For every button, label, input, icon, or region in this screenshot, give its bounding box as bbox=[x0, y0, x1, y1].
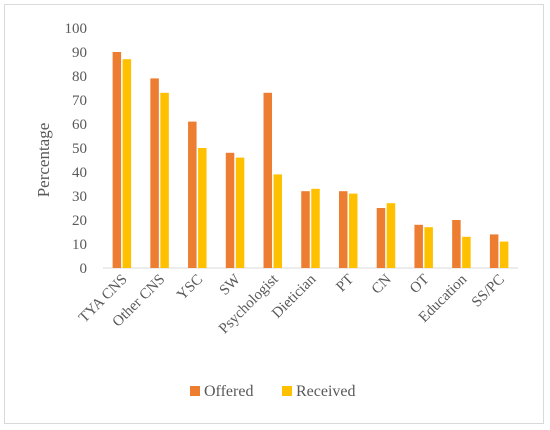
x-tick-label: YSC bbox=[174, 272, 206, 304]
y-tick-label: 70 bbox=[72, 93, 87, 109]
bar-offered-psychologist bbox=[263, 92, 273, 268]
y-tick-label: 80 bbox=[72, 69, 87, 85]
legend-swatch-offered bbox=[190, 386, 200, 396]
y-tick-label: 30 bbox=[72, 189, 87, 205]
legend-label-received: Received bbox=[296, 383, 356, 400]
bar-offered-dietician bbox=[301, 191, 310, 268]
y-tick-label: 0 bbox=[80, 261, 88, 277]
bar-offered-ysc bbox=[188, 121, 197, 268]
bar-received-pt bbox=[348, 193, 358, 268]
y-axis-ticks: 0 10 20 30 40 50 60 70 80 90 100 bbox=[65, 21, 88, 277]
bar-received-tya-cns bbox=[122, 59, 132, 269]
bar-offered-education bbox=[452, 220, 461, 268]
y-tick-label: 100 bbox=[65, 21, 88, 37]
y-axis-title: Percentage bbox=[34, 123, 53, 198]
bar-received-dietician bbox=[311, 188, 320, 268]
y-tick-label: 20 bbox=[72, 213, 87, 229]
x-tick-label: SW bbox=[217, 271, 245, 299]
x-tick-label: CN bbox=[369, 271, 395, 297]
y-tick-label: 40 bbox=[72, 165, 87, 181]
bar-received-education bbox=[462, 236, 471, 268]
x-tick-label: PT bbox=[333, 272, 357, 296]
y-tick-label: 50 bbox=[72, 141, 87, 157]
bar-received-ss-pc bbox=[499, 241, 509, 268]
bars-group bbox=[112, 52, 509, 269]
x-tick-label: OT bbox=[407, 272, 432, 297]
bar-offered-tya-cns bbox=[112, 52, 122, 268]
bar-received-ot bbox=[424, 227, 433, 268]
bar-offered-cn bbox=[376, 208, 386, 268]
bar-offered-sw bbox=[225, 152, 235, 268]
legend: Offered Received bbox=[190, 383, 356, 400]
bar-received-cn bbox=[386, 203, 396, 268]
bar-offered-ot bbox=[414, 224, 423, 268]
bar-offered-pt bbox=[338, 191, 348, 268]
y-tick-label: 10 bbox=[72, 237, 87, 253]
bar-received-psychologist bbox=[273, 174, 283, 268]
bar-received-ysc bbox=[198, 148, 207, 268]
bar-received-other-cns bbox=[160, 92, 169, 268]
bar-received-sw bbox=[235, 157, 245, 268]
y-tick-label: 60 bbox=[72, 117, 87, 133]
y-tick-label: 90 bbox=[72, 45, 87, 61]
bar-offered-ss-pc bbox=[489, 234, 499, 268]
bar-offered-other-cns bbox=[150, 78, 159, 269]
legend-label-offered: Offered bbox=[204, 383, 253, 400]
legend-swatch-received bbox=[282, 386, 292, 396]
x-tick-label: SS/PC bbox=[469, 272, 508, 311]
